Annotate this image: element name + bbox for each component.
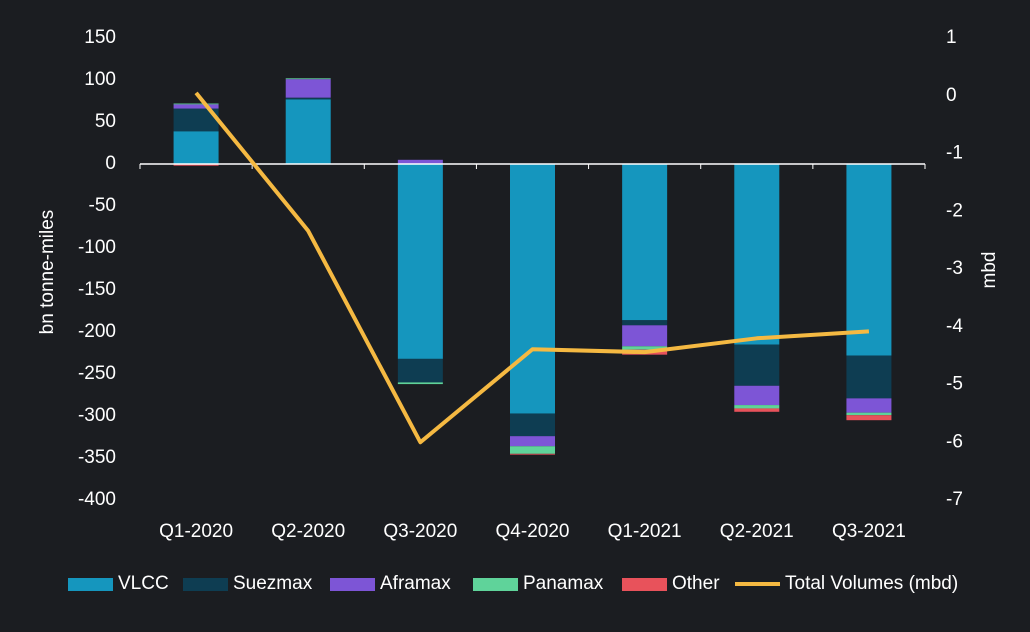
y-tick-label: -50 [89, 195, 116, 216]
y2-tick-label: -7 [946, 489, 963, 510]
x-tick-label: Q2-2021 [720, 521, 794, 542]
y-tick-label: -200 [78, 321, 116, 342]
legend-label: VLCC [118, 573, 169, 594]
bar-segment [173, 164, 219, 166]
bar-segment [285, 99, 331, 164]
bar-segment [285, 78, 331, 80]
bar-segment [622, 320, 668, 326]
bar-segment [510, 453, 555, 455]
y-tick-label: -100 [78, 237, 116, 258]
bar-segment [846, 415, 892, 421]
bar-segment [734, 164, 780, 345]
y-tick-label: 0 [105, 153, 116, 174]
legend-swatch [330, 578, 375, 591]
bar-segment [285, 79, 331, 98]
bar-segment [285, 97, 331, 100]
bar-segment [510, 446, 555, 454]
bar-segment [173, 104, 219, 109]
y2-tick-label: 0 [946, 85, 957, 106]
y-tick-label: 50 [95, 111, 116, 132]
y-tick-label: -350 [78, 447, 116, 468]
bar-segment [510, 413, 555, 437]
legend-swatch [68, 578, 113, 591]
x-tick-label: Q4-2020 [496, 521, 570, 542]
legend-label: Aframax [380, 573, 451, 594]
y2-tick-label: -4 [946, 316, 963, 337]
y-tick-label: 150 [84, 27, 116, 48]
bar-segment [510, 436, 555, 447]
bar-segment [510, 164, 555, 414]
x-tick-label: Q3-2021 [832, 521, 906, 542]
bar-segment [622, 325, 668, 347]
legend-label: Total Volumes (mbd) [785, 573, 958, 594]
bar-segment [846, 355, 892, 399]
legend-label: Panamax [523, 573, 604, 594]
bar-segment [622, 346, 668, 350]
bar-segment [397, 159, 443, 164]
y-tick-label: -250 [78, 363, 116, 384]
bar-segment [734, 405, 780, 409]
x-tick-label: Q1-2021 [608, 521, 682, 542]
bar-segment [397, 382, 443, 385]
bar-segment [397, 358, 443, 383]
legend-label: Suezmax [233, 573, 313, 594]
y-axis-title: bn tonne-miles [37, 210, 58, 335]
legend-swatch [622, 578, 667, 591]
y-tick-label: -400 [78, 489, 116, 510]
bar-segment [173, 103, 219, 105]
y-tick-label: -300 [78, 405, 116, 426]
y2-axis-title: mbd [979, 252, 1000, 289]
bar-segment [734, 344, 780, 386]
y2-tick-label: -2 [946, 200, 963, 221]
bar-segment [846, 398, 892, 413]
y2-tick-label: -5 [946, 374, 963, 395]
y2-tick-label: -6 [946, 431, 963, 452]
bar-segment [622, 164, 668, 321]
x-tick-label: Q2-2020 [271, 521, 345, 542]
legend-label: Other [672, 573, 720, 594]
x-tick-label: Q3-2020 [383, 521, 457, 542]
y2-tick-label: 1 [946, 27, 957, 48]
y2-tick-label: -1 [946, 143, 963, 164]
total-line [194, 91, 870, 445]
bar-segment [846, 412, 892, 416]
y2-tick-label: -3 [946, 258, 963, 279]
bar-segment [846, 164, 892, 356]
x-tick-label: Q1-2020 [159, 521, 233, 542]
legend-swatch [473, 578, 518, 591]
legend-swatch [183, 578, 228, 591]
y-tick-label: 100 [84, 69, 116, 90]
bar-segment [734, 385, 780, 406]
y-tick-label: -150 [78, 279, 116, 300]
bar-segment [173, 131, 219, 164]
bar-segment [173, 108, 219, 132]
bar-segment [734, 408, 780, 412]
bar-segment [397, 164, 443, 359]
